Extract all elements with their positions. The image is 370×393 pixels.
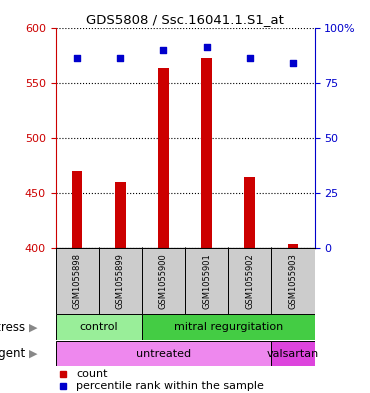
Point — [74, 55, 80, 61]
Text: valsartan: valsartan — [267, 349, 319, 358]
Text: GSM1055902: GSM1055902 — [245, 253, 254, 309]
Text: control: control — [79, 322, 118, 332]
Bar — [228, 248, 271, 314]
Text: percentile rank within the sample: percentile rank within the sample — [76, 381, 264, 391]
Bar — [271, 341, 314, 366]
Point — [204, 44, 209, 50]
Point — [117, 55, 123, 61]
Text: untreated: untreated — [136, 349, 191, 358]
Bar — [72, 171, 83, 248]
Text: mitral regurgitation: mitral regurgitation — [174, 322, 283, 332]
Bar — [56, 248, 99, 314]
Text: GSM1055900: GSM1055900 — [159, 253, 168, 309]
Bar — [158, 68, 169, 248]
Point — [290, 60, 296, 66]
Bar — [56, 314, 142, 340]
Bar — [201, 58, 212, 248]
Point — [247, 55, 253, 61]
Text: count: count — [76, 369, 108, 379]
Bar — [56, 341, 271, 366]
Point — [161, 46, 167, 53]
Text: ▶: ▶ — [29, 349, 37, 358]
Text: agent: agent — [0, 347, 26, 360]
Text: ▶: ▶ — [29, 322, 37, 332]
Bar — [287, 244, 298, 248]
Bar — [271, 248, 314, 314]
Text: GSM1055898: GSM1055898 — [73, 253, 81, 309]
Bar — [244, 177, 255, 248]
Text: GSM1055903: GSM1055903 — [289, 253, 297, 309]
Title: GDS5808 / Ssc.16041.1.S1_at: GDS5808 / Ssc.16041.1.S1_at — [86, 13, 284, 26]
Text: GSM1055899: GSM1055899 — [116, 253, 125, 309]
Bar — [115, 182, 126, 248]
Bar — [185, 248, 228, 314]
Text: stress: stress — [0, 321, 26, 334]
Bar — [99, 248, 142, 314]
Bar — [142, 248, 185, 314]
Text: GSM1055901: GSM1055901 — [202, 253, 211, 309]
Bar — [142, 314, 314, 340]
